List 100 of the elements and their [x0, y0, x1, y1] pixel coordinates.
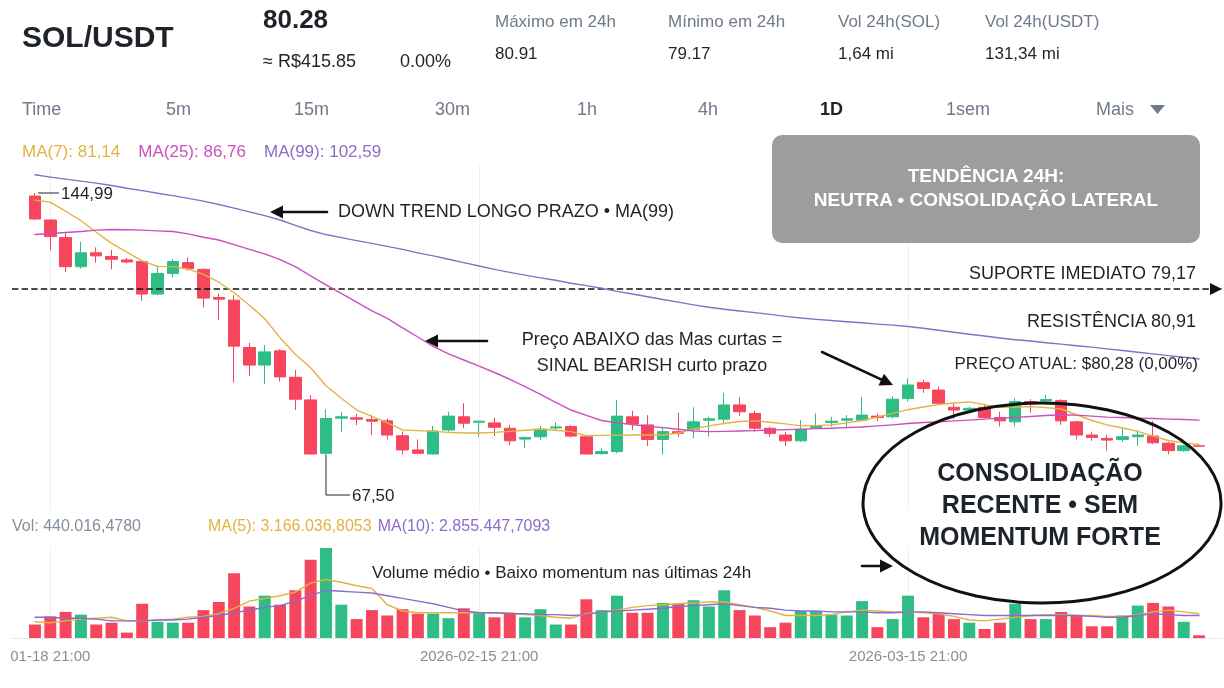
bar [1193, 635, 1205, 638]
text: 30m [435, 99, 471, 121]
bar [886, 619, 899, 638]
candlestick [626, 410, 639, 431]
annotation: Volume médio • Baixo momentum nas últimas 24h [372, 563, 752, 584]
candlestick [1147, 420, 1159, 445]
candlestick [29, 192, 41, 221]
bar [1131, 605, 1144, 638]
text: 1sem [946, 99, 991, 121]
candlestick [105, 249, 118, 270]
chart-subtitle: 80.28 [263, 4, 329, 36]
text: 1,64 mi [838, 44, 894, 65]
bar [626, 612, 639, 638]
text: RECENTE • SEM [941, 489, 1139, 519]
text: MA(10): 2.855.447,7093 [377, 517, 551, 534]
candlestick [458, 402, 470, 429]
text: Mínimo em 24h [668, 12, 786, 33]
candlestick [412, 438, 424, 455]
bar [182, 622, 195, 638]
bar [243, 606, 256, 638]
annotation: Preço ABAIXO das Mas curtas = [521, 329, 783, 351]
text: 80.91 [495, 44, 538, 65]
candlestick [1116, 427, 1129, 443]
candlestick [917, 379, 930, 394]
bar [320, 548, 332, 638]
bar [396, 609, 409, 638]
bar [794, 611, 807, 638]
candlestick [167, 258, 179, 278]
bar [304, 559, 317, 638]
bar [549, 624, 562, 638]
candlestick [1132, 429, 1144, 447]
bar [687, 600, 700, 638]
bar [641, 612, 654, 638]
x-tick-label: 2026-03-15 21:00 [848, 647, 968, 664]
bar [258, 595, 271, 638]
candlestick [1040, 394, 1052, 404]
text: Time [22, 99, 62, 121]
candlestick [335, 411, 348, 433]
candlestick [703, 416, 715, 438]
bar [764, 627, 777, 638]
bar [166, 622, 179, 638]
x-tick-label: 01-18 21:00 [10, 647, 91, 664]
candlestick [442, 411, 455, 433]
candlestick [151, 266, 164, 296]
candlestick [396, 431, 409, 456]
bar [947, 619, 960, 638]
bar [1177, 621, 1190, 638]
bar [228, 573, 241, 638]
bar [1147, 602, 1160, 638]
bar [105, 622, 118, 638]
candlestick [243, 342, 256, 377]
bar [1085, 626, 1098, 638]
bar [580, 599, 593, 638]
candlestick [779, 431, 792, 447]
annotation: 144,99 [60, 183, 113, 203]
chart-title: SOL/USDT [22, 19, 174, 55]
bar [993, 622, 1006, 638]
candlestick [381, 417, 393, 440]
text: MA(7): 81,14 [22, 142, 121, 161]
text: 79.17 [668, 44, 711, 65]
bar [90, 624, 103, 638]
candlestick [595, 447, 608, 456]
candlestick [841, 414, 853, 428]
bar [810, 611, 823, 638]
bar [289, 590, 302, 638]
text: 0.00% [400, 51, 452, 73]
candlestick [228, 294, 240, 384]
candlestick [90, 246, 102, 264]
bar [702, 606, 715, 638]
text: 1h [577, 99, 598, 121]
bar [1039, 619, 1052, 638]
bar [534, 609, 547, 638]
bar [595, 610, 608, 638]
candlestick [350, 413, 363, 426]
bar [672, 603, 685, 638]
candlestick [1086, 431, 1098, 442]
bar [1101, 626, 1114, 638]
candlestick [1070, 420, 1083, 440]
x-tick-label: 2026-02-15 21:00 [419, 647, 539, 664]
candlestick [1162, 441, 1175, 455]
candlestick [427, 425, 439, 456]
candlestick [366, 414, 378, 436]
candlestick [121, 257, 133, 264]
bar [565, 624, 578, 638]
candlestick [488, 416, 501, 437]
bar [733, 610, 746, 638]
bar [381, 615, 394, 638]
bar [44, 616, 57, 638]
candlestick [213, 292, 225, 321]
candlestick [258, 344, 271, 385]
candlestick [733, 396, 746, 417]
candlestick [795, 419, 807, 443]
candlestick [519, 436, 531, 449]
bar [656, 602, 669, 638]
bar [488, 617, 501, 638]
candlestick [856, 396, 868, 422]
text: MA(99): 102,59 [264, 142, 382, 161]
bar [1055, 611, 1068, 638]
bar [197, 610, 210, 638]
candlestick [473, 420, 485, 438]
